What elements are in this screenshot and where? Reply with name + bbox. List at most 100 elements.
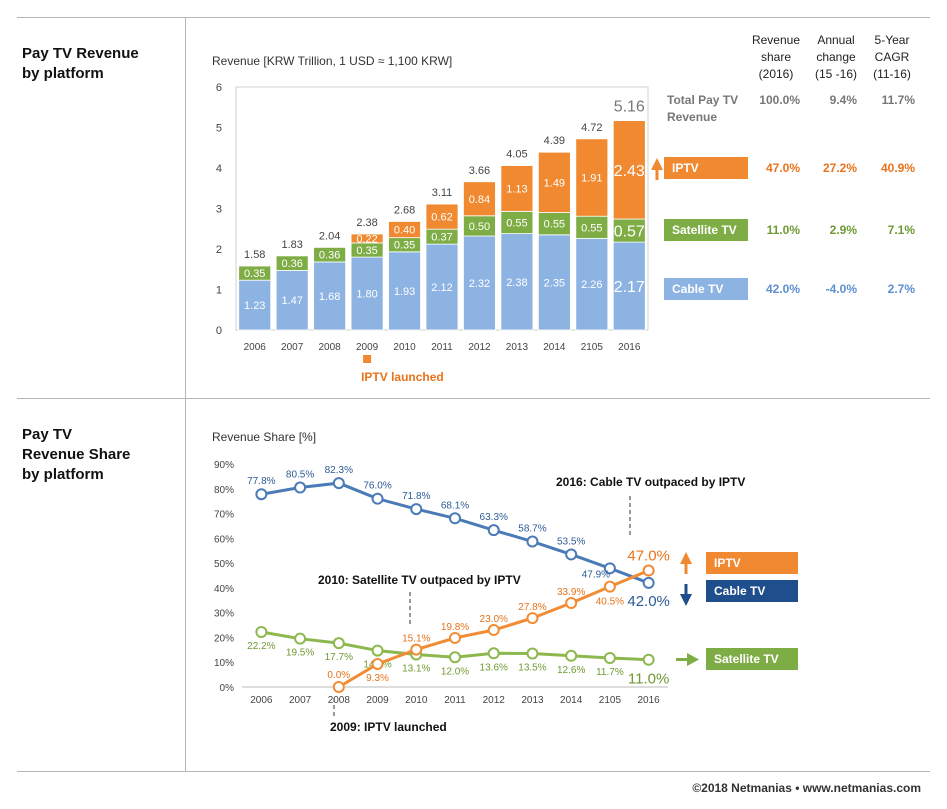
y-tick-label: 5: [216, 123, 222, 135]
bar-value-label: 0.22: [356, 233, 377, 245]
legend-tag-satellite: Satellite TV: [706, 648, 798, 670]
y-tick-label: 4: [216, 163, 222, 175]
bar-value-label: 0.55: [581, 222, 602, 234]
table-cell-change: 27.2%: [822, 161, 857, 175]
table-header-cagr: 5-Year CAGR (11-16): [873, 33, 911, 81]
y-tick-label: 70%: [214, 510, 234, 521]
x-tick-label: 2105: [599, 695, 622, 706]
table-cell-cagr: 2.7%: [887, 282, 915, 296]
series-point: [526, 647, 539, 660]
right-arrow-icon: [676, 658, 688, 661]
bar-value-label: 2.43: [614, 163, 645, 180]
bar-value-label: 1.80: [356, 289, 377, 301]
x-tick-label: 2016: [638, 695, 661, 706]
bar-total-label: 5.16: [614, 99, 645, 116]
bar-segment: [575, 138, 609, 217]
series-point: [332, 681, 345, 693]
y-tick-label: 6: [216, 82, 222, 94]
y-tick-label: 2: [216, 244, 222, 256]
x-tick-label: 2016: [618, 342, 641, 353]
series-value-label: 12.0%: [441, 666, 469, 677]
series-point: [294, 632, 307, 645]
middle-divider: [17, 398, 930, 399]
series-point: [642, 564, 655, 577]
series-point: [371, 492, 384, 505]
table-cell-change: -4.0%: [825, 282, 857, 296]
bar-value-label: 1.68: [319, 291, 340, 303]
bar-total-label: 2.04: [319, 230, 340, 242]
down-arrow-icon: [684, 584, 688, 595]
series-value-label: 58.7%: [518, 524, 546, 535]
footer-credit: ©2018 Netmanias • www.netmanias.com: [692, 781, 921, 795]
up-arrow-icon: [684, 563, 688, 574]
bar-segment: [575, 238, 609, 331]
bar-value-label: 1.93: [394, 286, 415, 298]
y-tick-label: 60%: [214, 534, 234, 545]
annotation-iptv-launched: IPTV launched: [361, 370, 444, 384]
up-arrow-icon: [680, 552, 692, 564]
revenue-bar-chart: 0 1 2 3 4 5 6 1.23 0.35 1.58 2006 1.47 0.36 1.83 2007 1…: [216, 82, 663, 384]
series-value-label: 27.8%: [518, 602, 546, 613]
table-cell-change: 2.9%: [829, 223, 857, 237]
series-value-label: 68.1%: [441, 500, 469, 511]
x-tick-label: 2014: [543, 342, 566, 353]
bar-total-label: 4.39: [544, 135, 565, 147]
table-cell-share: 47.0%: [765, 161, 800, 175]
series-point: [526, 612, 539, 625]
series-point: [449, 512, 461, 525]
bar-value-label: 0.37: [431, 232, 452, 244]
x-tick-label: 2006: [250, 695, 273, 706]
series-point: [565, 649, 578, 662]
bar-value-label: 1.13: [506, 183, 527, 195]
bar-value-label: 1.47: [281, 295, 302, 307]
series-value-label: 77.8%: [247, 476, 275, 487]
section-label-revenue: Pay TV Revenue by platform: [22, 45, 139, 82]
bar-value-label: 2.35: [544, 277, 565, 289]
bar-value-label: 2.26: [581, 279, 602, 291]
series-value-label: 11.7%: [596, 667, 624, 678]
bar-total-label: 4.05: [506, 149, 527, 161]
x-tick-label: 2013: [521, 695, 544, 706]
series-value-label: 53.5%: [557, 536, 585, 547]
series-point: [255, 625, 268, 638]
annotation-2016: 2016: Cable TV outpaced by IPTV: [556, 475, 745, 489]
bar-segment: [313, 261, 347, 331]
series-value-label: 22.2%: [247, 641, 275, 652]
table-cell-cagr: 40.9%: [880, 161, 915, 175]
series-value-label: 47.0%: [627, 548, 670, 565]
bar-total-label: 1.58: [244, 249, 265, 261]
x-tick-label: 2011: [431, 342, 453, 353]
table-cell-change: 9.4%: [829, 93, 857, 107]
bar-segment: [238, 279, 272, 331]
series-point: [255, 488, 268, 501]
series-point: [565, 597, 578, 610]
y-tick-label: 50%: [214, 559, 234, 570]
right-arrow-icon: [687, 653, 699, 666]
bar-segment: [537, 234, 571, 331]
y-tick-label: 90%: [214, 460, 234, 471]
series-value-label: 13.1%: [402, 664, 430, 675]
series-value-label: 40.5%: [596, 597, 624, 608]
series-point: [449, 651, 461, 664]
series-line: [261, 481, 650, 585]
bar-segment: [537, 151, 571, 213]
bar-segment: [350, 233, 384, 244]
bar-segment: [350, 256, 384, 331]
legend-tag-iptv: IPTV: [706, 552, 798, 574]
share-line-chart: 0% 10% 20% 30% 40% 50% 60% 70% 80% 90% 2006 2007 200…: [214, 460, 745, 734]
x-tick-label: 2014: [560, 695, 583, 706]
series-point: [603, 652, 616, 665]
bar-total-label: 3.66: [469, 165, 490, 177]
bar-value-label: 0.35: [394, 240, 415, 252]
table-header-share: Revenue share (2016): [751, 33, 801, 81]
x-tick-label: 2010: [393, 342, 416, 353]
table-tag-iptv: IPTV: [664, 157, 748, 179]
bottom-divider: [17, 771, 930, 772]
x-tick-label: 2105: [581, 342, 604, 353]
series-value-label: 76.0%: [363, 481, 391, 492]
series-value-label: 12.6%: [557, 665, 585, 676]
table-row-label: Total Pay TV Revenue: [667, 93, 739, 124]
series-value-label: 17.7%: [325, 652, 353, 663]
series-point: [487, 647, 500, 660]
y-tick-label: 30%: [214, 609, 234, 620]
